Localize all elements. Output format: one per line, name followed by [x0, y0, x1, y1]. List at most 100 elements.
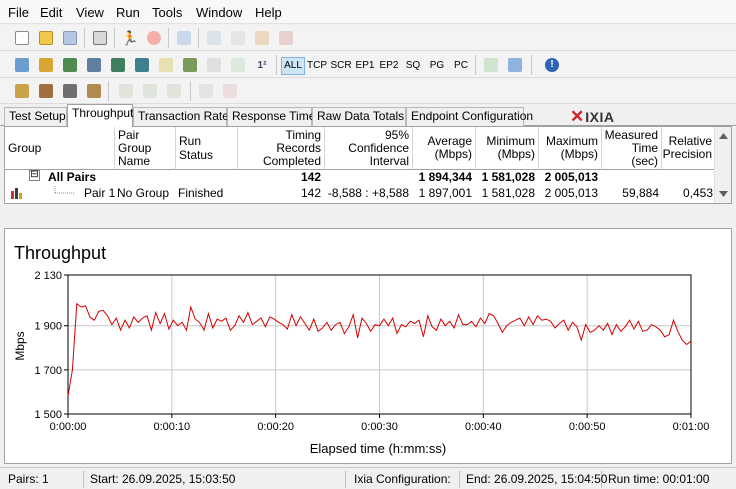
- script-icon[interactable]: [156, 55, 176, 75]
- new-file-icon[interactable]: [12, 28, 32, 48]
- edit-pair-icon[interactable]: [60, 55, 80, 75]
- all-pairs-minimum: 1 581,028: [481, 170, 535, 184]
- open-folder-icon[interactable]: [36, 28, 56, 48]
- info-icon[interactable]: !: [542, 55, 562, 75]
- sort-icon[interactable]: 1²: [257, 59, 267, 71]
- copy-icon[interactable]: [228, 28, 248, 48]
- toolbar-separator: [114, 28, 115, 48]
- disabled-tool-icon[interactable]: [204, 55, 224, 75]
- tool-icon[interactable]: [84, 81, 104, 101]
- endpoint-icon[interactable]: [108, 55, 128, 75]
- pair-1-group-name: No Group: [117, 186, 170, 200]
- y-tick-label: 2 130: [34, 270, 62, 282]
- column-header-minimum[interactable]: Minimum (Mbps): [476, 127, 539, 170]
- column-header-run-status[interactable]: Run Status: [176, 127, 238, 170]
- column-header-relative-precision[interactable]: Relative Precision: [662, 127, 716, 170]
- export-icon[interactable]: [481, 55, 501, 75]
- y-axis-label: Mbps: [13, 331, 27, 360]
- collapse-toggle-icon[interactable]: ⊟: [29, 169, 40, 181]
- scroll-down-icon[interactable]: [719, 191, 728, 197]
- filter-tcp-button[interactable]: TCP: [307, 60, 327, 71]
- throughput-series-line: [67, 302, 692, 397]
- menu-run[interactable]: Run: [116, 5, 140, 20]
- column-header-maximum[interactable]: Maximum (Mbps): [539, 127, 602, 170]
- menu-help[interactable]: Help: [255, 5, 282, 20]
- stop-icon[interactable]: [144, 28, 164, 48]
- menu-file[interactable]: File: [8, 5, 29, 20]
- toolbar-secondary: [0, 78, 736, 104]
- scroll-up-icon[interactable]: [719, 133, 728, 139]
- group-icon[interactable]: [36, 81, 56, 101]
- disabled-tool-icon[interactable]: [220, 81, 240, 101]
- all-pairs-average: 1 894,344: [418, 170, 472, 184]
- paste-icon[interactable]: [252, 28, 272, 48]
- table-row-all-pairs[interactable]: ⊟ All Pairs 142 1 894,344 1 581,028 2 00…: [5, 170, 716, 185]
- add-multicast-icon[interactable]: [36, 55, 56, 75]
- column-header-timing-records[interactable]: Timing Records Completed: [238, 127, 325, 170]
- menu-tools[interactable]: Tools: [152, 5, 183, 20]
- filter-all-button[interactable]: ALL: [281, 57, 305, 75]
- save-results-icon[interactable]: [505, 55, 525, 75]
- pair-1-minimum: 1 581,028: [481, 186, 535, 200]
- ixia-logo: ✕ IXIA: [570, 107, 615, 126]
- filter-ep2-button[interactable]: EP2: [379, 60, 399, 71]
- column-header-group[interactable]: Group: [5, 127, 115, 170]
- y-tick-label: 1 500: [34, 409, 62, 421]
- toolbar-separator: [198, 28, 199, 48]
- disabled-tool-icon[interactable]: [116, 81, 136, 101]
- endpoint-pair-icon[interactable]: [132, 55, 152, 75]
- column-header-pair-group-name[interactable]: Pair Group Name: [115, 127, 176, 170]
- toolbar-main: 🏃: [0, 25, 736, 51]
- status-ixia-configuration: Ixia Configuration:: [350, 471, 460, 488]
- pair-1-relative-precision: 0,453: [682, 186, 713, 200]
- tab-endpoint-configuration[interactable]: Endpoint Configuration: [406, 107, 533, 126]
- results-icon[interactable]: [174, 28, 194, 48]
- throughput-chart: Throughput Mbps Elapsed time (h:mm:ss) 2…: [13, 243, 709, 456]
- menu-edit[interactable]: Edit: [40, 5, 63, 20]
- save-icon[interactable]: [60, 28, 80, 48]
- status-bar: Pairs: 1 Start: 26.09.2025, 15:03:50 Ixi…: [0, 467, 736, 489]
- menu-window[interactable]: Window: [196, 5, 243, 20]
- tab-throughput[interactable]: Throughput: [67, 104, 133, 127]
- table-row-pair-1[interactable]: Pair 1 No Group Finished 142 -8,588 : +8…: [5, 186, 716, 201]
- column-header-measured-time[interactable]: Measured Time (sec): [602, 127, 662, 170]
- throughput-chart-panel: Throughput Mbps Elapsed time (h:mm:ss) 2…: [4, 228, 732, 464]
- filter-ep1-button[interactable]: EP1: [355, 60, 375, 71]
- filter-pg-button[interactable]: PG: [429, 60, 445, 71]
- pair-1-status: Finished: [178, 186, 224, 200]
- results-table: Group Pair Group Name Run Status Timing R…: [4, 126, 732, 204]
- filter-scr-button[interactable]: SCR: [330, 60, 352, 71]
- y-tick-label: 1 700: [34, 365, 62, 377]
- filter-pc-button[interactable]: PC: [454, 60, 468, 71]
- graph-edit-icon[interactable]: [180, 55, 200, 75]
- pair-1-average: 1 897,001: [418, 186, 472, 200]
- add-pair-icon[interactable]: [12, 55, 32, 75]
- tab-transaction-rate[interactable]: Transaction Rate: [133, 107, 229, 126]
- toolbar-separator: [276, 55, 277, 75]
- disabled-tool-icon[interactable]: [164, 81, 184, 101]
- delete-icon[interactable]: [276, 28, 296, 48]
- tab-test-setup[interactable]: Test Setup: [4, 107, 67, 126]
- table-scrollbar[interactable]: [714, 127, 731, 203]
- x-tick-label: 0:00:20: [257, 421, 294, 433]
- disabled-tool-icon[interactable]: [140, 81, 160, 101]
- status-pairs: Pairs: 1: [4, 471, 84, 488]
- chart-title: Throughput: [14, 243, 106, 263]
- tab-response-time[interactable]: Response Time: [227, 107, 315, 126]
- network-icon[interactable]: [84, 55, 104, 75]
- disabled-tool-icon[interactable]: [228, 55, 248, 75]
- menu-view[interactable]: View: [76, 5, 104, 20]
- column-header-confidence-interval[interactable]: 95% Confidence Interval: [325, 127, 413, 170]
- print-icon[interactable]: [90, 28, 110, 48]
- x-tick-label: 0:00:50: [569, 421, 606, 433]
- pair-1-measured-time: 59,884: [622, 186, 659, 200]
- group-edit-icon[interactable]: [60, 81, 80, 101]
- pair-wizard-icon[interactable]: [12, 81, 32, 101]
- column-header-average[interactable]: Average (Mbps): [413, 127, 476, 170]
- run-icon[interactable]: 🏃: [121, 29, 139, 46]
- cut-icon[interactable]: [204, 28, 224, 48]
- disabled-tool-icon[interactable]: [196, 81, 216, 101]
- tab-bar: Test Setup Throughput Transaction Rate R…: [0, 104, 736, 127]
- tab-raw-data-totals[interactable]: Raw Data Totals: [312, 107, 406, 126]
- filter-sq-button[interactable]: SQ: [405, 60, 421, 71]
